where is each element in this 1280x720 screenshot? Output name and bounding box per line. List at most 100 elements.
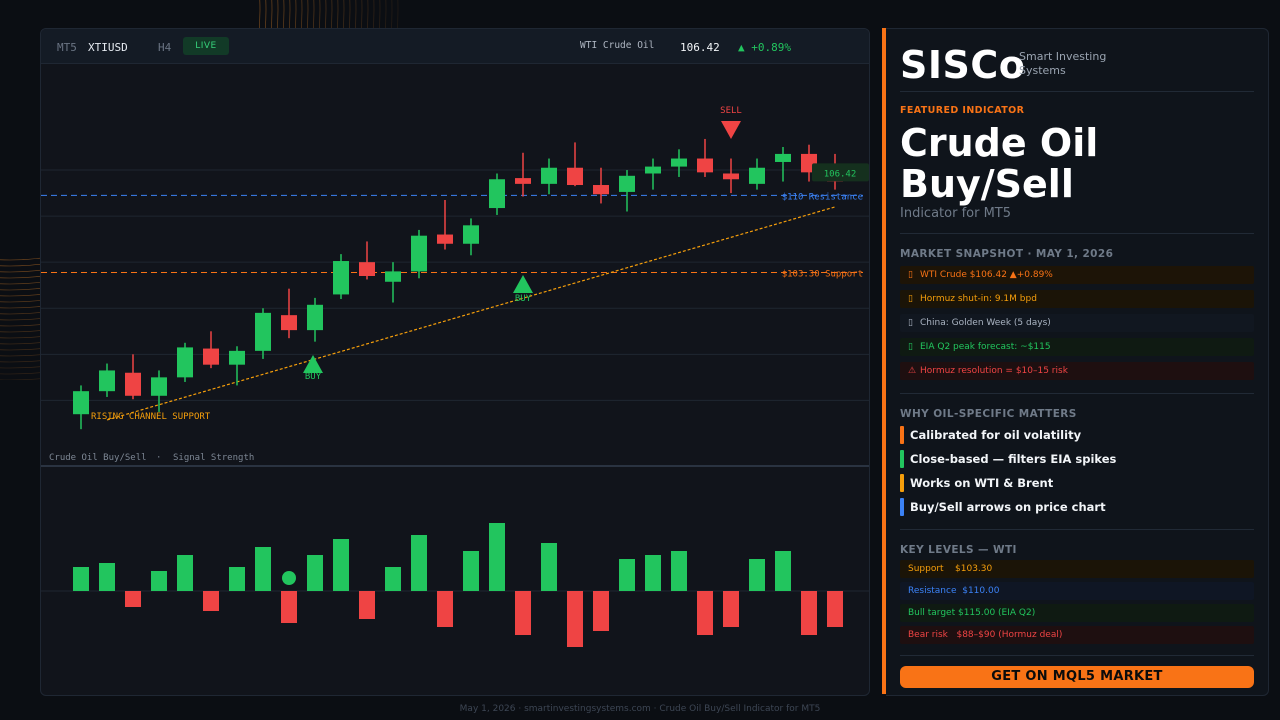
price-value: 106.42 [680,41,720,54]
snapshot-item: ▯ China: Golden Week (5 days) [900,314,1254,332]
why-accent-bar [900,426,904,444]
bear-candle [359,262,375,276]
tagline-line-2: Systems [1019,64,1066,77]
why-accent-bar [900,450,904,468]
snapshot-item: ▯ Hormuz shut-in: 9.1M bpd [900,290,1254,308]
footer-text: May 1, 2026 · smartinvestingsystems.com … [459,704,821,714]
bullet-icon: ▯ [908,294,913,304]
get-on-mql5-button[interactable]: GET ON MQL5 MARKET [900,666,1254,688]
live-badge: LIVE [183,37,229,55]
signal-bar-bear [281,591,297,623]
bull-candle [99,370,115,392]
instrument-name: WTI Crude Oil [580,40,655,51]
buy-signal-label: BUY [305,372,322,382]
why-accent-bar [900,474,904,492]
side-panel: SISCo Smart Investing Systems FEATURED I… [886,28,1269,696]
snapshot-text: Hormuz resolution = $10–15 risk [920,366,1068,376]
signal-bar-bull [177,555,193,591]
price-chart[interactable]: $112$108$104$100$96$92 $110 Resistance$1… [41,63,869,695]
background-rings-decoration [0,0,399,380]
logo-tagline: Smart Investing Systems [1019,50,1106,78]
ring-decoration [75,0,387,380]
snapshot-item: ▯ WTI Crude $106.42 ▲+0.89% [900,266,1254,284]
signal-bar-bull [775,551,791,591]
bear-candle [203,348,219,365]
bear-candle [723,173,739,180]
divider [900,233,1254,234]
snapshot-item: ▯ EIA Q2 peak forecast: ~$115 [900,338,1254,356]
divider [900,91,1254,92]
why-text: Calibrated for oil volatility [910,428,1082,442]
bull-candle [333,261,349,295]
bull-candle [307,304,323,331]
chart-panel[interactable]: MT5 XTIUSD H4 LIVE WTI Crude Oil 106.42 … [40,28,870,696]
ring-decoration [0,0,327,327]
platform-label: MT5 [57,41,77,54]
ring-decoration [0,0,363,363]
signal-bar-bull [463,551,479,591]
buy-signal-label: BUY [515,294,532,304]
signal-bar-bull [151,571,167,591]
side-accent-bar [882,28,887,694]
bear-candle [697,158,713,173]
signal-bar-bear [567,591,583,647]
signal-dot [282,571,296,585]
key-level-item: Support $103.30 [900,560,1254,578]
snapshot-text: China: Golden Week (5 days) [920,318,1051,328]
ring-decoration [0,0,351,351]
signal-bar-bull [411,535,427,591]
ring-decoration [0,0,357,357]
why-accent-bar [900,498,904,516]
sell-arrow-icon [721,121,741,139]
signal-bar-bear [515,591,531,635]
chart-toolbar: MT5 XTIUSD H4 LIVE WTI Crude Oil 106.42 … [41,29,869,64]
product-subtitle: Indicator for MT5 [900,206,1012,221]
ring-decoration [0,0,339,339]
bear-candle [567,167,583,186]
rising-channel-line [106,206,836,421]
signal-bar-bear [437,591,453,627]
signal-bar-bull [333,539,349,591]
signal-bar-bull [671,551,687,591]
ring-decoration [0,0,285,285]
channel-label: RISING CHANNEL SUPPORT [91,412,211,422]
bear-candle [437,234,453,244]
signal-bar-bull [255,547,271,591]
bear-candle [125,372,141,396]
buy-arrow-icon [303,355,323,373]
price-change: ▲ +0.89% [738,41,791,54]
key-level-item: Bull target $115.00 (EIA Q2) [900,604,1254,622]
snapshot-text: EIA Q2 peak forecast: ~$115 [920,342,1051,352]
signal-bar-bull [645,555,661,591]
ring-decoration [0,0,345,345]
key-level-text: Resistance $110.00 [908,586,1000,596]
signal-bar-bear [125,591,141,607]
ring-decoration [0,0,267,267]
signal-bar-bear [723,591,739,627]
featured-label: FEATURED INDICATOR [900,105,1025,116]
key-level-text: Support $103.30 [908,564,993,574]
signal-bar-bear [697,591,713,635]
indicator-title: Crude Oil Buy/Sell [49,453,147,463]
signal-bar-bull [385,567,401,591]
tagline-line-1: Smart Investing [1019,50,1107,63]
bull-candle [385,271,401,282]
current-price-tag [812,163,869,182]
bull-candle [411,235,427,272]
ring-decoration [0,0,273,273]
title-line-2: Buy/Sell [900,162,1074,206]
ring-decoration [0,0,321,321]
bear-candle [515,178,531,184]
bullet-icon: ▯ [908,318,913,328]
signal-bar-bull [229,567,245,591]
snapshot-text: Hormuz shut-in: 9.1M bpd [920,294,1037,304]
bull-candle [749,167,765,184]
timeframe-label[interactable]: H4 [158,41,172,54]
ring-decoration [0,0,291,291]
divider [900,529,1254,530]
ring-decoration [0,0,309,309]
snapshot-item: ⚠ Hormuz resolution = $10–15 risk [900,362,1254,380]
key-level-text: Bear risk $88–$90 (Hormuz deal) [908,630,1063,640]
signal-bar-bear [593,591,609,631]
symbol-label[interactable]: XTIUSD [88,41,128,54]
